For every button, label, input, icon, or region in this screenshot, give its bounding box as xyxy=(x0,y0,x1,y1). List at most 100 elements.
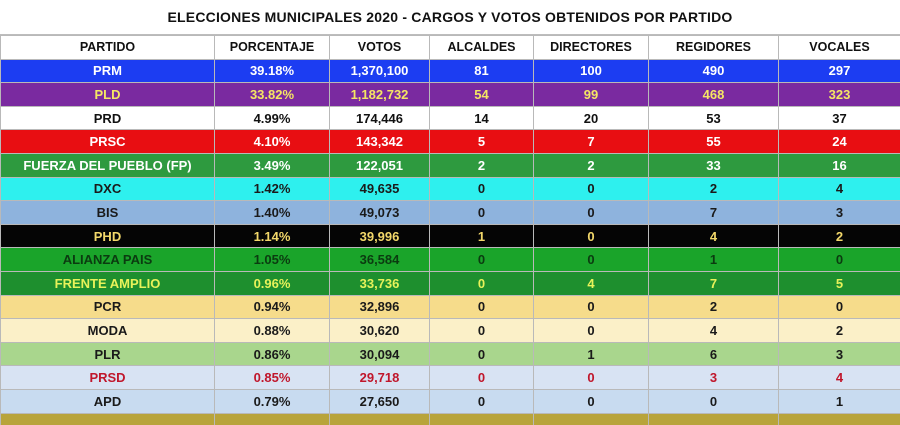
votes-cell: 33,736 xyxy=(329,270,430,296)
regidores-cell xyxy=(648,412,779,425)
party-name-cell: BIS xyxy=(0,200,215,225)
vocales-cell: 3 xyxy=(778,200,900,225)
alcaldes-cell: 0 xyxy=(429,365,534,390)
vocales-cell: 0 xyxy=(778,247,900,272)
vocales-cell: 4 xyxy=(778,365,900,390)
directores-cell: 0 xyxy=(533,365,649,390)
votes-cell: 36,584 xyxy=(329,247,430,272)
alcaldes-cell: 0 xyxy=(429,176,534,202)
percentage-cell: 3.49% xyxy=(214,152,330,178)
vocales-cell: 3 xyxy=(778,341,900,367)
header-regidores: REGIDORES xyxy=(648,35,779,60)
percentage-cell: 1.40% xyxy=(214,200,330,225)
party-name-cell: DXC xyxy=(0,176,215,202)
table-row: PRM 39.18% 1,370,100 81 100 490 297 xyxy=(0,58,900,84)
directores-cell: 20 xyxy=(533,105,649,131)
alcaldes-cell xyxy=(429,412,534,425)
votes-cell: 30,620 xyxy=(329,318,430,343)
percentage-cell: 0.79% xyxy=(214,388,330,414)
party-name-cell: FRENTE AMPLIO xyxy=(0,270,215,296)
percentage-cell: 33.82% xyxy=(214,82,330,107)
party-name-cell xyxy=(0,412,215,425)
regidores-cell: 7 xyxy=(648,200,779,225)
header-vocales: VOCALES xyxy=(778,35,900,60)
regidores-cell: 2 xyxy=(648,294,779,320)
header-partido: PARTIDO xyxy=(0,35,215,60)
directores-cell: 7 xyxy=(533,129,649,154)
party-name-cell: ALIANZA PAIS xyxy=(0,247,215,272)
percentage-cell: 4.10% xyxy=(214,129,330,154)
directores-cell: 0 xyxy=(533,318,649,343)
directores-cell: 100 xyxy=(533,58,649,84)
regidores-cell: 7 xyxy=(648,270,779,296)
party-name-cell: PCR xyxy=(0,294,215,320)
table-row: PRSC 4.10% 143,342 5 7 55 24 xyxy=(0,129,900,154)
alcaldes-cell: 2 xyxy=(429,152,534,178)
party-name-cell: PRSC xyxy=(0,129,215,154)
percentage-cell: 1.42% xyxy=(214,176,330,202)
alcaldes-cell: 5 xyxy=(429,129,534,154)
table-row: PCR 0.94% 32,896 0 0 2 0 xyxy=(0,294,900,320)
regidores-cell: 0 xyxy=(648,388,779,414)
percentage-cell: 0.94% xyxy=(214,294,330,320)
table-row: APD 0.79% 27,650 0 0 0 1 xyxy=(0,388,900,414)
party-name-cell: FUERZA DEL PUEBLO (FP) xyxy=(0,152,215,178)
header-alcaldes: ALCALDES xyxy=(429,35,534,60)
party-name-cell: PHD xyxy=(0,223,215,249)
alcaldes-cell: 0 xyxy=(429,294,534,320)
header-votos: VOTOS xyxy=(329,35,430,60)
percentage-cell: 1.14% xyxy=(214,223,330,249)
table-row: PRD 4.99% 174,446 14 20 53 37 xyxy=(0,105,900,131)
votes-cell: 49,635 xyxy=(329,176,430,202)
regidores-cell: 4 xyxy=(648,318,779,343)
votes-cell xyxy=(329,412,430,425)
table-row: PLR 0.86% 30,094 0 1 6 3 xyxy=(0,341,900,367)
votes-cell: 49,073 xyxy=(329,200,430,225)
table-row: BIS 1.40% 49,073 0 0 7 3 xyxy=(0,200,900,225)
vocales-cell xyxy=(778,412,900,425)
regidores-cell: 55 xyxy=(648,129,779,154)
table-row: MODA 0.88% 30,620 0 0 4 2 xyxy=(0,318,900,343)
directores-cell: 0 xyxy=(533,388,649,414)
percentage-cell: 39.18% xyxy=(214,58,330,84)
vocales-cell: 2 xyxy=(778,318,900,343)
alcaldes-cell: 0 xyxy=(429,341,534,367)
directores-cell xyxy=(533,412,649,425)
percentage-cell: 1.05% xyxy=(214,247,330,272)
party-name-cell: PLR xyxy=(0,341,215,367)
vocales-cell: 323 xyxy=(778,82,900,107)
table-row: PRSD 0.85% 29,718 0 0 3 4 xyxy=(0,365,900,390)
directores-cell: 99 xyxy=(533,82,649,107)
alcaldes-cell: 0 xyxy=(429,200,534,225)
votes-cell: 1,182,732 xyxy=(329,82,430,107)
vocales-cell: 4 xyxy=(778,176,900,202)
regidores-cell: 53 xyxy=(648,105,779,131)
table-row: DXC 1.42% 49,635 0 0 2 4 xyxy=(0,176,900,202)
alcaldes-cell: 0 xyxy=(429,388,534,414)
vocales-cell: 24 xyxy=(778,129,900,154)
table-row xyxy=(0,412,900,425)
directores-cell: 0 xyxy=(533,294,649,320)
percentage-cell: 0.96% xyxy=(214,270,330,296)
alcaldes-cell: 0 xyxy=(429,318,534,343)
alcaldes-cell: 81 xyxy=(429,58,534,84)
votes-cell: 32,896 xyxy=(329,294,430,320)
directores-cell: 0 xyxy=(533,176,649,202)
regidores-cell: 490 xyxy=(648,58,779,84)
regidores-cell: 6 xyxy=(648,341,779,367)
percentage-cell: 0.88% xyxy=(214,318,330,343)
directores-cell: 0 xyxy=(533,247,649,272)
party-name-cell: PRM xyxy=(0,58,215,84)
directores-cell: 1 xyxy=(533,341,649,367)
directores-cell: 0 xyxy=(533,223,649,249)
results-table: PARTIDO PORCENTAJE VOTOS ALCALDES DIRECT… xyxy=(0,35,900,425)
alcaldes-cell: 14 xyxy=(429,105,534,131)
table-row: ALIANZA PAIS 1.05% 36,584 0 0 1 0 xyxy=(0,247,900,272)
regidores-cell: 33 xyxy=(648,152,779,178)
percentage-cell xyxy=(214,412,330,425)
header-row: PARTIDO PORCENTAJE VOTOS ALCALDES DIRECT… xyxy=(0,35,900,60)
alcaldes-cell: 54 xyxy=(429,82,534,107)
votes-cell: 174,446 xyxy=(329,105,430,131)
percentage-cell: 4.99% xyxy=(214,105,330,131)
